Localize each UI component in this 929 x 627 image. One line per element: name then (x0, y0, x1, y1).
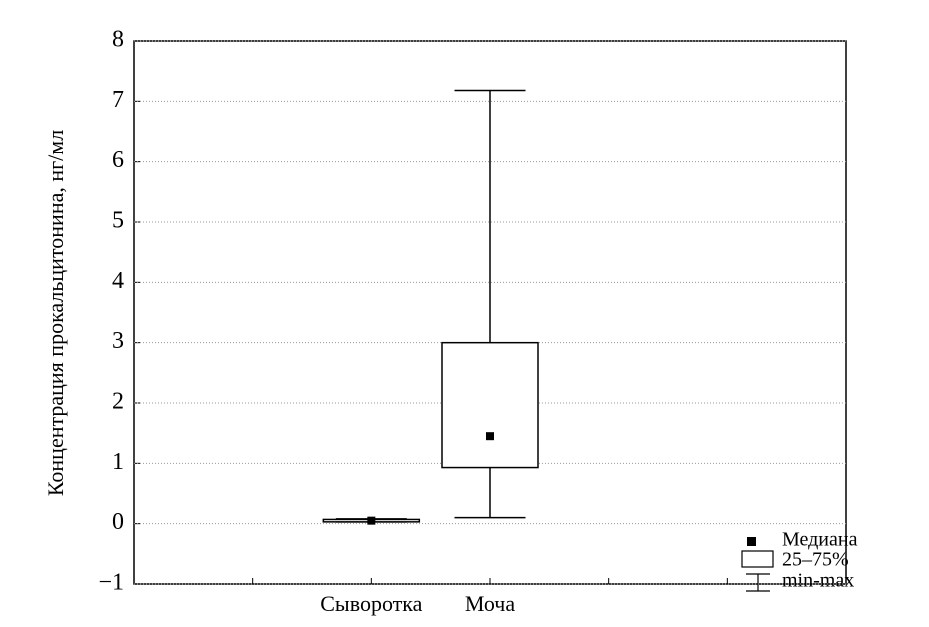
median (486, 432, 494, 441)
y-tick-label: 2 (112, 389, 124, 415)
y-tick-label: 5 (112, 208, 124, 234)
legend-median-icon (747, 537, 756, 546)
y-tick-label: 6 (112, 147, 124, 173)
legend-label: Медиана (782, 529, 858, 551)
y-tick-label: 7 (112, 87, 124, 113)
median (367, 516, 376, 525)
y-tick-label: 8 (112, 27, 124, 53)
y-tick-label: 3 (112, 328, 124, 354)
legend-box-icon (741, 550, 774, 568)
box (441, 341, 539, 469)
y-tick-label: 0 (112, 509, 124, 535)
legend-label: 25–75% (782, 549, 849, 571)
x-tick-label: Моча (465, 591, 516, 616)
x-tick-label: Сыворотка (320, 591, 422, 616)
legend-whisker-icon (746, 573, 770, 592)
legend-label: min-max (782, 570, 854, 592)
y-tick-label: −1 (98, 570, 124, 596)
y-tick-label: 4 (112, 268, 124, 294)
y-tick-label: 1 (112, 449, 124, 475)
y-axis-label: Концентрация прокальцитонина, нг/мл (43, 130, 68, 496)
